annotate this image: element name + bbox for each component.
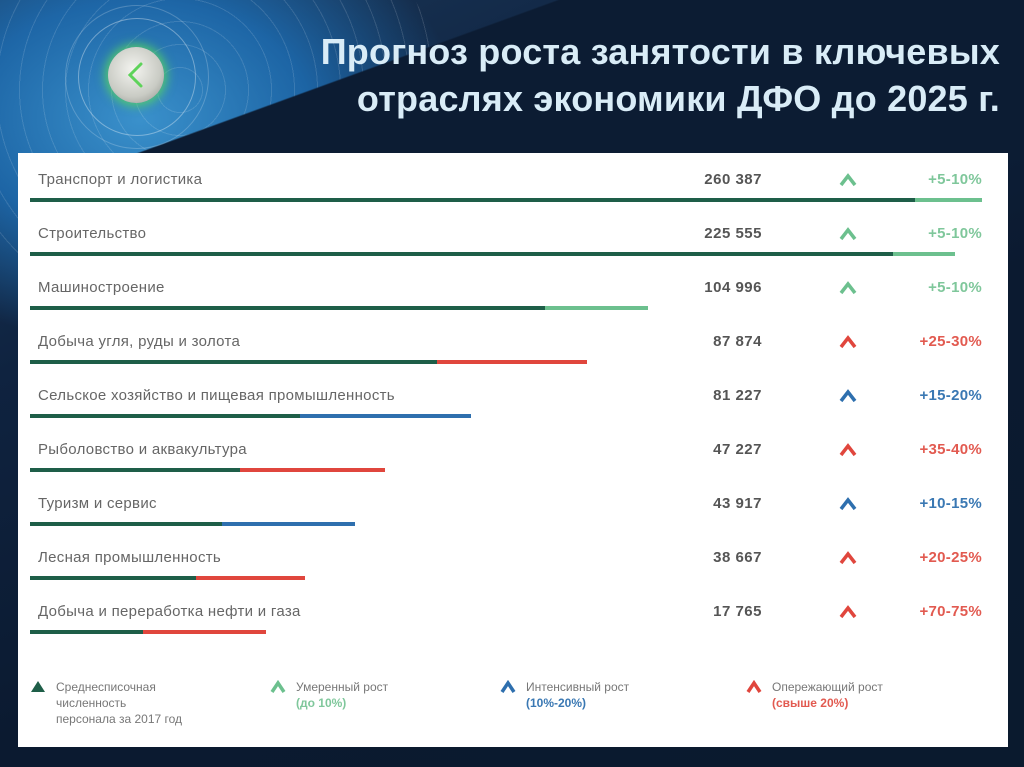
industry-label: Добыча угля, руды и золота: [38, 333, 241, 350]
base-bar: [30, 414, 300, 418]
base-bar: [30, 522, 222, 526]
industry-label: Рыболовство и аквакультура: [38, 441, 247, 458]
industry-label: Строительство: [38, 225, 147, 242]
ring-decoration: [65, 5, 209, 149]
chevron-up-icon: [839, 497, 857, 511]
industry-label: Туризм и сервис: [38, 495, 157, 512]
base-bar: [30, 252, 893, 256]
table-row: Транспорт и логистика 260 387 +5-10%: [18, 160, 1008, 214]
page-title: Прогноз роста занятости в ключевых отрас…: [230, 28, 1000, 122]
growth-bar: [893, 252, 955, 256]
growth-bar: [143, 630, 266, 634]
growth-forecast: +35-40%: [919, 441, 982, 458]
employee-count: 87 874: [713, 333, 762, 350]
back-button[interactable]: [108, 47, 164, 103]
employee-count: 47 227: [713, 441, 762, 458]
base-bar: [30, 468, 240, 472]
filled-triangle-icon: [31, 681, 45, 692]
employee-count: 104 996: [704, 279, 762, 296]
growth-forecast: +5-10%: [928, 171, 982, 188]
base-bar: [30, 630, 143, 634]
base-bar: [30, 198, 915, 202]
title-line-1: Прогноз роста занятости в ключевых: [320, 31, 1000, 72]
employee-count: 81 227: [713, 387, 762, 404]
base-bar: [30, 360, 437, 364]
industry-label: Добыча и переработка нефти и газа: [38, 603, 301, 620]
table-row: Добыча угля, руды и золота 87 874 +25-30…: [18, 322, 1008, 376]
employee-count: 17 765: [713, 603, 762, 620]
chevron-left-icon: [127, 62, 143, 88]
employee-count: 260 387: [704, 171, 762, 188]
table-row: Машиностроение 104 996 +5-10%: [18, 268, 1008, 322]
chevron-up-icon: [839, 281, 857, 295]
growth-bar: [545, 306, 648, 310]
chevron-up-icon: [839, 605, 857, 619]
industry-label: Лесная промышленность: [38, 549, 222, 566]
industry-label: Сельское хозяйство и пищевая промышленно…: [38, 387, 395, 404]
table-row: Рыболовство и аквакультура 47 227 +35-40…: [18, 430, 1008, 484]
chevron-up-icon: [839, 335, 857, 349]
industry-label: Транспорт и логистика: [38, 171, 203, 188]
growth-bar: [196, 576, 305, 580]
growth-forecast: +70-75%: [919, 603, 982, 620]
employment-forecast-table: Транспорт и логистика 260 387 +5-10% Стр…: [18, 153, 1008, 747]
growth-forecast: +15-20%: [919, 387, 982, 404]
chevron-up-icon: [500, 680, 516, 693]
table-row: Добыча и переработка нефти и газа 17 765…: [18, 592, 1008, 646]
chevron-up-icon: [839, 443, 857, 457]
table-row: Строительство 225 555 +5-10%: [18, 214, 1008, 268]
growth-forecast: +10-15%: [919, 495, 982, 512]
growth-bar: [300, 414, 471, 418]
growth-forecast: +5-10%: [928, 279, 982, 296]
growth-bar: [240, 468, 385, 472]
growth-bar: [222, 522, 355, 526]
employee-count: 43 917: [713, 495, 762, 512]
employee-count: 38 667: [713, 549, 762, 566]
growth-forecast: +20-25%: [919, 549, 982, 566]
title-line-2: отраслях экономики ДФО до 2025 г.: [356, 78, 1000, 119]
table-row: Лесная промышленность 38 667 +20-25%: [18, 538, 1008, 592]
chevron-up-icon: [746, 680, 762, 693]
growth-forecast: +5-10%: [928, 225, 982, 242]
table-row: Туризм и сервис 43 917 +10-15%: [18, 484, 1008, 538]
growth-forecast: +25-30%: [919, 333, 982, 350]
growth-bar: [915, 198, 982, 202]
chevron-up-icon: [839, 389, 857, 403]
industry-label: Машиностроение: [38, 279, 165, 296]
table-row: Сельское хозяйство и пищевая промышленно…: [18, 376, 1008, 430]
employee-count: 225 555: [704, 225, 762, 242]
base-bar: [30, 306, 545, 310]
chevron-up-icon: [270, 680, 286, 693]
chevron-up-icon: [839, 227, 857, 241]
chevron-up-icon: [839, 173, 857, 187]
chevron-up-icon: [839, 551, 857, 565]
base-bar: [30, 576, 196, 580]
growth-bar: [437, 360, 587, 364]
